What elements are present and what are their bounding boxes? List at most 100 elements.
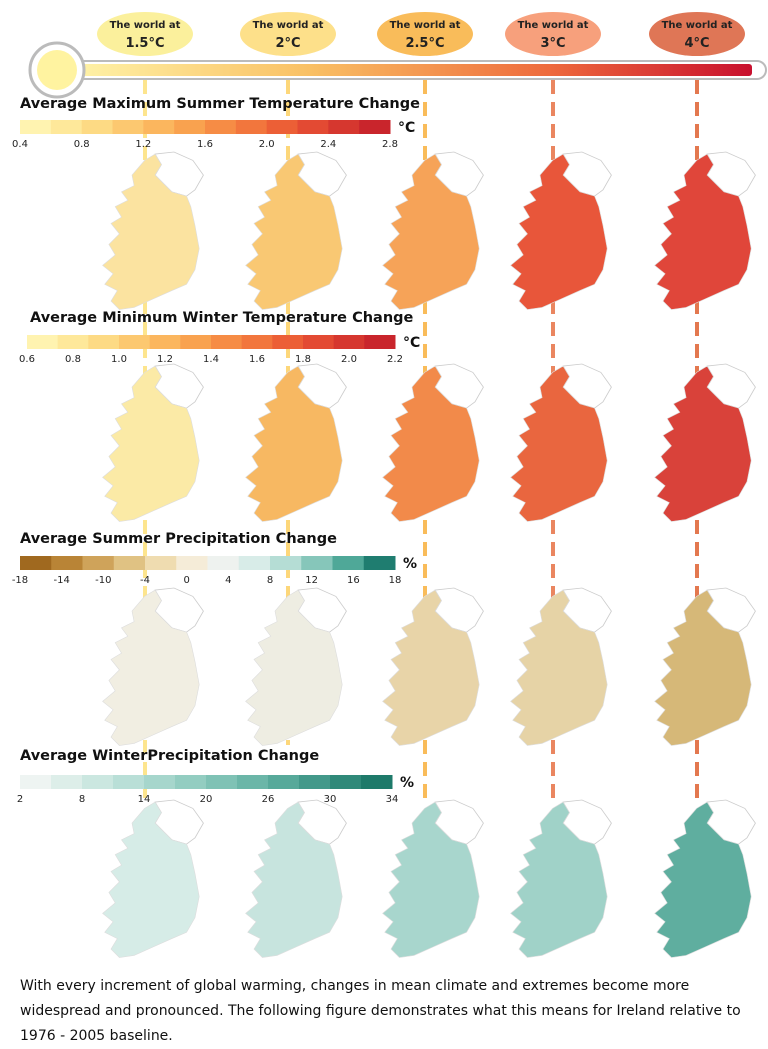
colorbar-swatch <box>119 335 151 349</box>
level-prefix: The world at <box>518 20 589 31</box>
level-value: 1.5°C <box>125 36 164 51</box>
colorbar-swatch <box>27 335 59 349</box>
level-value: 2°C <box>275 36 300 51</box>
ireland-region <box>510 153 608 310</box>
colorbar-swatch <box>57 335 89 349</box>
ireland-region <box>102 153 200 310</box>
colorbar-tick-label: 8 <box>79 794 85 805</box>
colorbar-swatch <box>145 556 177 570</box>
ireland-region <box>245 365 343 522</box>
ireland-region <box>382 365 480 522</box>
colorbar-tick-label: 0 <box>183 575 189 586</box>
ireland-map <box>245 363 347 522</box>
colorbar-swatch <box>332 556 365 570</box>
ireland-map <box>510 799 612 958</box>
ireland-region <box>654 801 752 958</box>
colorbar-swatch <box>174 120 206 134</box>
ireland-map <box>102 799 204 958</box>
ireland-region <box>102 589 200 746</box>
colorbar-tick-label: 2.0 <box>259 139 275 150</box>
ireland-map <box>102 363 204 522</box>
colorbar-swatch <box>363 556 396 570</box>
colorbar-swatch <box>328 120 360 134</box>
colorbar-tick-label: 0.4 <box>12 139 28 150</box>
ireland-region <box>382 153 480 310</box>
baseline-dot <box>37 50 77 90</box>
colorbar-tick-label: -14 <box>53 575 69 586</box>
colorbar-swatch <box>270 556 302 570</box>
colorbar-swatch <box>297 120 329 134</box>
ireland-region <box>245 801 343 958</box>
ireland-map <box>654 151 756 310</box>
colorbar-tick-label: 1.0 <box>111 354 127 365</box>
figure: Average Maximum Summer Temperature Chang… <box>12 12 767 958</box>
panel-title: Average Summer Precipitation Change <box>20 531 337 547</box>
level-value: 4°C <box>684 36 709 51</box>
colorbar-swatch <box>88 335 120 349</box>
colorbar-tick-label: 14 <box>138 794 151 805</box>
colorbar-tick-label: 1.6 <box>197 139 213 150</box>
ireland-region <box>245 589 343 746</box>
colorbar-swatch <box>143 120 175 134</box>
ireland-region <box>654 153 752 310</box>
colorbar-swatch <box>268 775 300 789</box>
ireland-map <box>654 799 756 958</box>
colorbar-swatch <box>175 775 207 789</box>
colorbar-unit: % <box>403 556 417 572</box>
caption: With every increment of global warming, … <box>20 978 741 1044</box>
ireland-region <box>382 801 480 958</box>
ireland-map <box>510 151 612 310</box>
level-prefix: The world at <box>662 20 733 31</box>
ireland-map <box>245 799 347 958</box>
colorbar-tick-label: 1.4 <box>203 354 219 365</box>
colorbar-swatch <box>206 775 238 789</box>
colorbar-tick-label: -18 <box>12 575 28 586</box>
colorbar-tick-label: 16 <box>347 575 360 586</box>
colorbar-swatch <box>51 556 83 570</box>
colorbar-swatch <box>207 556 240 570</box>
colorbar-swatch <box>51 775 83 789</box>
colorbar-swatch <box>266 120 298 134</box>
colorbar-swatch <box>113 556 146 570</box>
ireland-region <box>102 801 200 958</box>
ireland-region <box>245 153 343 310</box>
colorbar-swatch <box>82 775 114 789</box>
colorbar-swatch <box>364 335 396 349</box>
colorbar-swatch <box>176 556 208 570</box>
colorbar-tick-label: 1.2 <box>157 354 173 365</box>
colorbar-tick-label: 26 <box>262 794 275 805</box>
level-value: 3°C <box>540 36 565 51</box>
ireland-region <box>654 365 752 522</box>
ireland-map <box>245 587 347 746</box>
colorbar-swatch <box>359 120 391 134</box>
colorbar-tick-label: 0.8 <box>65 354 81 365</box>
ireland-region <box>382 589 480 746</box>
panel-title: Average Maximum Summer Temperature Chang… <box>20 96 420 112</box>
colorbar-unit: % <box>400 775 414 791</box>
colorbar-tick-label: 30 <box>324 794 337 805</box>
panel-title: Average WinterPrecipitation Change <box>20 748 319 764</box>
colorbar-swatch <box>205 120 237 134</box>
ireland-map <box>102 151 204 310</box>
colorbar-swatch <box>301 556 333 570</box>
ireland-map <box>382 587 484 746</box>
colorbar-tick-label: 8 <box>267 575 273 586</box>
level-pill <box>240 12 336 56</box>
ireland-region <box>510 801 608 958</box>
colorbar-tick-label: 1.6 <box>249 354 265 365</box>
scale-bar <box>72 64 752 76</box>
level-value: 2.5°C <box>405 36 444 51</box>
colorbar-swatch <box>20 775 52 789</box>
ireland-region <box>102 365 200 522</box>
colorbar-swatch <box>299 775 331 789</box>
colorbar-swatch <box>361 775 393 789</box>
colorbar-swatch <box>81 120 113 134</box>
ireland-map <box>245 151 347 310</box>
colorbar-swatch <box>237 775 269 789</box>
ireland-map <box>510 363 612 522</box>
ireland-map <box>654 587 756 746</box>
colorbar-tick-label: 2.2 <box>387 354 403 365</box>
colorbar-swatch <box>149 335 181 349</box>
colorbar-tick-label: 2.8 <box>382 139 398 150</box>
